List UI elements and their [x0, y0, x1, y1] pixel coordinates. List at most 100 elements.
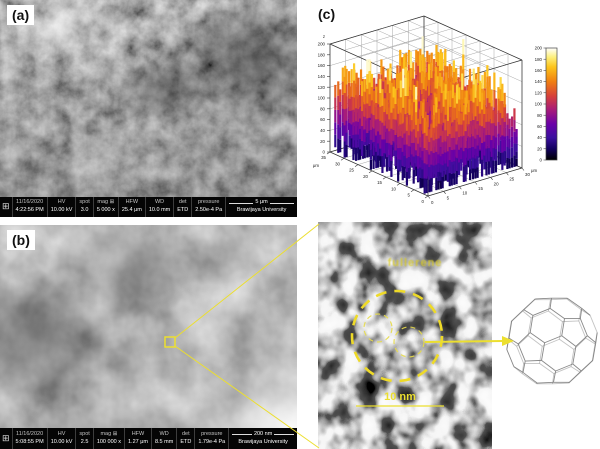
surface-axis-ticks: 020406080100120140160180200z051015202530… — [313, 34, 538, 205]
fullerene-bond — [580, 360, 594, 372]
svg-text:25: 25 — [349, 168, 354, 173]
meta-col-wd: WD 10.0 mm — [144, 197, 173, 217]
svg-text:μm: μm — [531, 168, 538, 173]
fullerene-bond — [544, 335, 562, 344]
fullerene-bond — [572, 363, 582, 372]
fullerene-bond — [578, 309, 582, 321]
fullerene-bond — [529, 315, 534, 333]
fullerene-bond — [570, 349, 575, 367]
meta-col-spot: spot 3.0 — [75, 197, 92, 217]
svg-text:15: 15 — [478, 186, 483, 191]
svg-text:0: 0 — [323, 150, 326, 155]
scalebar-length: 200 nm — [253, 430, 273, 437]
fullerene-bond — [541, 342, 546, 361]
fullerene-bond — [595, 332, 598, 343]
svg-text:120: 120 — [318, 85, 326, 90]
scalebar-length: 5 μm — [255, 199, 268, 206]
meta-col-pressure: pressure 2.50e-4 Pa — [191, 197, 225, 217]
svg-text:z: z — [323, 34, 325, 39]
svg-text:20: 20 — [320, 139, 325, 144]
fullerene-bond — [553, 366, 572, 375]
fullerene-bond — [531, 310, 549, 319]
organization-name: Brawijaya University — [238, 438, 288, 445]
microscope-logo-icon: ⊞ — [2, 201, 10, 212]
svg-text:25: 25 — [509, 177, 514, 182]
svg-text:80: 80 — [320, 106, 325, 111]
fullerene-bond — [527, 317, 532, 336]
fullerene-bond — [553, 370, 557, 383]
fullerene-bond — [539, 363, 555, 374]
svg-text:180: 180 — [535, 57, 543, 62]
meta-scalebar: 200 nm Brawijaya University — [228, 428, 297, 449]
fullerene-bond — [552, 382, 569, 385]
fullerene-bond — [572, 346, 577, 365]
fullerene-bond — [558, 321, 563, 340]
fullerene-bond — [525, 359, 542, 362]
fullerene-bond — [527, 335, 543, 347]
surface-spikes — [334, 36, 518, 194]
svg-text:20: 20 — [537, 146, 542, 151]
fullerene-bond — [587, 335, 597, 344]
svg-text:20: 20 — [363, 174, 368, 179]
fullerene-bond — [581, 308, 591, 316]
surface-colorbar: 0 20 40 60 80 100 120 140 160 180 200 — [535, 46, 558, 163]
meta-col-wd: WD 8.5 mm — [150, 428, 176, 449]
svg-text:160: 160 — [318, 63, 326, 68]
fullerene-bond — [549, 298, 552, 309]
fullerene-bond — [516, 346, 525, 364]
svg-text:5: 5 — [408, 193, 411, 198]
svg-text:60: 60 — [537, 124, 542, 129]
meta-datetime: 11/16/2020 5:08:55 PM — [11, 428, 47, 449]
fullerene-bond — [550, 298, 567, 301]
fullerene-bond — [506, 349, 515, 367]
metadata-bar-b: ⊞ 11/16/2020 5:08:55 PM HV 10.00 kV spot 2.5 ma… — [0, 428, 297, 449]
svg-text:5: 5 — [447, 195, 450, 200]
fullerene-bond — [521, 373, 537, 385]
fullerene-bond — [541, 360, 556, 372]
fullerene-bond — [575, 335, 588, 347]
fullerene-bond — [537, 381, 554, 384]
fullerene-bond — [573, 337, 587, 350]
surface-roughness-chart: 020406080100120140160180200z051015202530… — [313, 15, 558, 205]
panel-c-label: (c) — [318, 6, 336, 22]
svg-text:120: 120 — [535, 90, 543, 95]
microscope-logo-icon: ⊞ — [2, 432, 10, 443]
fullerene-bond — [513, 366, 524, 373]
fullerene-bond — [585, 337, 596, 345]
svg-text:10: 10 — [391, 186, 396, 191]
fullerene-bond — [567, 297, 583, 309]
meta-col-hfw: HFW 25.4 μm — [117, 197, 145, 217]
fullerene-bond — [517, 332, 531, 345]
sem-b-texture — [0, 225, 297, 428]
svg-text:30: 30 — [525, 172, 530, 177]
panel-b-sem-image: (b) ⊞ 11/16/2020 5:08:55 PM HV 10.00 kV spot 2… — [0, 225, 297, 449]
svg-text:60: 60 — [320, 117, 325, 122]
fullerene-bond — [532, 307, 551, 316]
fullerene-bond — [516, 335, 529, 347]
svg-text:0: 0 — [422, 199, 425, 204]
meta-col-hfw: HFW 1.27 μm — [123, 428, 151, 449]
meta-scalebar: 5 μm Brawijaya University — [225, 197, 297, 217]
svg-text:0: 0 — [540, 158, 543, 163]
organization-name: Brawijaya University — [236, 207, 287, 213]
svg-text:100: 100 — [535, 102, 543, 107]
panel-a-label: (a) — [7, 5, 35, 25]
fullerene-bond — [562, 320, 579, 323]
fullerene-bond — [522, 361, 526, 373]
svg-text:40: 40 — [320, 128, 325, 133]
meta-col-pressure: pressure 1.79e-4 Pa — [194, 428, 228, 449]
fullerene-bond — [570, 366, 581, 373]
fullerene-bond — [542, 338, 560, 347]
fullerene-bond — [579, 318, 588, 336]
fullerene-bond — [568, 370, 582, 383]
fullerene-bond — [566, 298, 582, 310]
svg-text:μm: μm — [313, 163, 320, 168]
fullerene-bond — [555, 363, 573, 372]
meta-col-mag: mag ⊞ 5 000 x — [92, 197, 118, 217]
svg-text:200: 200 — [535, 46, 543, 51]
svg-text:80: 80 — [537, 113, 542, 118]
c60-fullerene-wireframe — [506, 297, 598, 385]
fullerene-bond — [523, 309, 534, 316]
svg-text:10: 10 — [462, 191, 467, 196]
fullerene-bond — [517, 343, 526, 362]
